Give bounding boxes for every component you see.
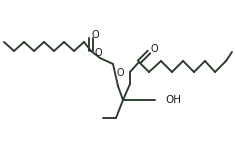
- Text: O: O: [94, 48, 102, 58]
- Text: OH: OH: [165, 95, 181, 105]
- Text: O: O: [150, 44, 158, 54]
- Text: O: O: [116, 68, 124, 78]
- Text: O: O: [91, 30, 99, 40]
